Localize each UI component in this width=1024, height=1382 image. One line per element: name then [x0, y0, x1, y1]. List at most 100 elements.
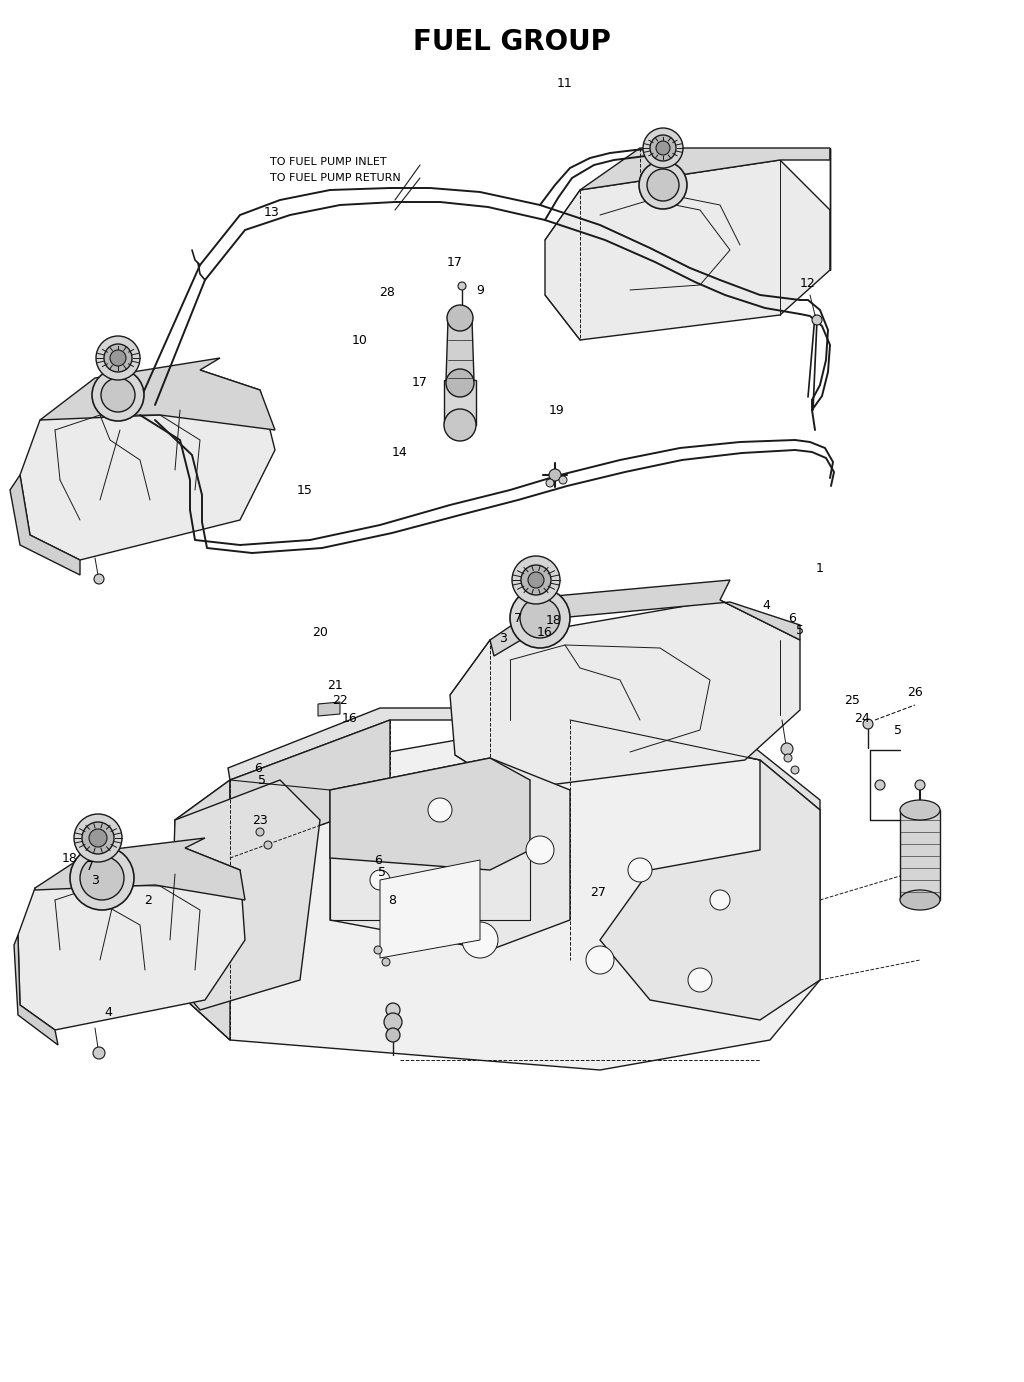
Text: 7: 7: [86, 860, 94, 872]
Circle shape: [549, 468, 561, 481]
Circle shape: [104, 344, 132, 372]
Polygon shape: [450, 600, 800, 791]
Circle shape: [915, 779, 925, 791]
Text: 4: 4: [762, 598, 770, 611]
Circle shape: [812, 315, 822, 325]
Circle shape: [462, 922, 498, 958]
Circle shape: [444, 409, 476, 441]
Text: 22: 22: [332, 694, 348, 706]
Circle shape: [374, 947, 382, 954]
Circle shape: [586, 947, 614, 974]
Text: 15: 15: [297, 484, 313, 496]
Circle shape: [80, 855, 124, 900]
Polygon shape: [175, 779, 230, 1041]
Text: TO FUEL PUMP INLET: TO FUEL PUMP INLET: [270, 158, 387, 167]
Text: 21: 21: [327, 679, 343, 691]
Circle shape: [82, 822, 114, 854]
Circle shape: [264, 842, 272, 849]
Polygon shape: [580, 148, 830, 189]
Circle shape: [639, 160, 687, 209]
Text: 17: 17: [447, 256, 463, 268]
Circle shape: [384, 1013, 402, 1031]
Text: 8: 8: [388, 894, 396, 907]
Circle shape: [647, 169, 679, 200]
Circle shape: [510, 587, 570, 648]
Circle shape: [546, 480, 554, 486]
Polygon shape: [330, 757, 530, 871]
Text: 25: 25: [844, 694, 860, 706]
Ellipse shape: [900, 800, 940, 820]
Circle shape: [656, 141, 670, 155]
Circle shape: [863, 719, 873, 728]
Circle shape: [382, 958, 390, 966]
Circle shape: [710, 890, 730, 909]
Circle shape: [781, 744, 793, 755]
Text: 7: 7: [514, 611, 522, 625]
Circle shape: [688, 967, 712, 992]
Circle shape: [96, 336, 140, 380]
Circle shape: [370, 871, 390, 890]
Polygon shape: [600, 760, 820, 1020]
Circle shape: [643, 129, 683, 169]
Circle shape: [791, 766, 799, 774]
Circle shape: [528, 572, 544, 587]
Circle shape: [658, 185, 668, 195]
Circle shape: [458, 282, 466, 290]
Circle shape: [386, 1028, 400, 1042]
Text: 6: 6: [374, 854, 382, 867]
Text: 6: 6: [254, 761, 262, 774]
Circle shape: [530, 622, 542, 634]
Text: 18: 18: [546, 614, 562, 626]
Text: 10: 10: [352, 333, 368, 347]
Text: 2: 2: [144, 894, 152, 907]
Circle shape: [74, 814, 122, 862]
Text: 18: 18: [62, 851, 78, 865]
Circle shape: [521, 565, 551, 596]
Text: 26: 26: [907, 685, 923, 698]
Text: 4: 4: [104, 1006, 112, 1019]
Text: 5: 5: [378, 865, 386, 879]
Circle shape: [520, 598, 560, 638]
Circle shape: [446, 369, 474, 397]
Polygon shape: [318, 702, 340, 716]
Text: 14: 14: [392, 445, 408, 459]
Circle shape: [447, 305, 473, 332]
Polygon shape: [40, 358, 275, 430]
Text: 5: 5: [796, 623, 804, 637]
Text: 16: 16: [342, 712, 357, 724]
Polygon shape: [170, 779, 319, 1010]
Polygon shape: [900, 810, 940, 900]
Circle shape: [94, 574, 104, 585]
Text: 20: 20: [312, 626, 328, 638]
Text: TO FUEL PUMP RETURN: TO FUEL PUMP RETURN: [270, 173, 400, 182]
Circle shape: [526, 836, 554, 864]
Circle shape: [628, 858, 652, 882]
Polygon shape: [444, 380, 476, 426]
Polygon shape: [20, 370, 275, 560]
Circle shape: [101, 379, 135, 412]
Text: 12: 12: [800, 276, 816, 289]
Polygon shape: [228, 708, 820, 810]
Polygon shape: [446, 321, 474, 380]
Text: 13: 13: [264, 206, 280, 218]
Text: 16: 16: [538, 626, 553, 638]
Text: 3: 3: [91, 873, 99, 886]
Circle shape: [559, 475, 567, 484]
Text: 24: 24: [854, 712, 869, 724]
Circle shape: [70, 846, 134, 909]
Circle shape: [784, 755, 792, 761]
Circle shape: [92, 369, 144, 422]
Polygon shape: [490, 580, 800, 656]
Circle shape: [256, 828, 264, 836]
Polygon shape: [230, 720, 390, 858]
Polygon shape: [10, 475, 80, 575]
Polygon shape: [175, 720, 820, 1070]
Polygon shape: [35, 837, 245, 900]
Text: 27: 27: [590, 886, 606, 898]
Circle shape: [93, 1048, 105, 1059]
Circle shape: [512, 556, 560, 604]
Polygon shape: [330, 757, 570, 949]
Text: 5: 5: [894, 724, 902, 737]
Text: 23: 23: [252, 814, 268, 826]
Circle shape: [113, 399, 123, 409]
